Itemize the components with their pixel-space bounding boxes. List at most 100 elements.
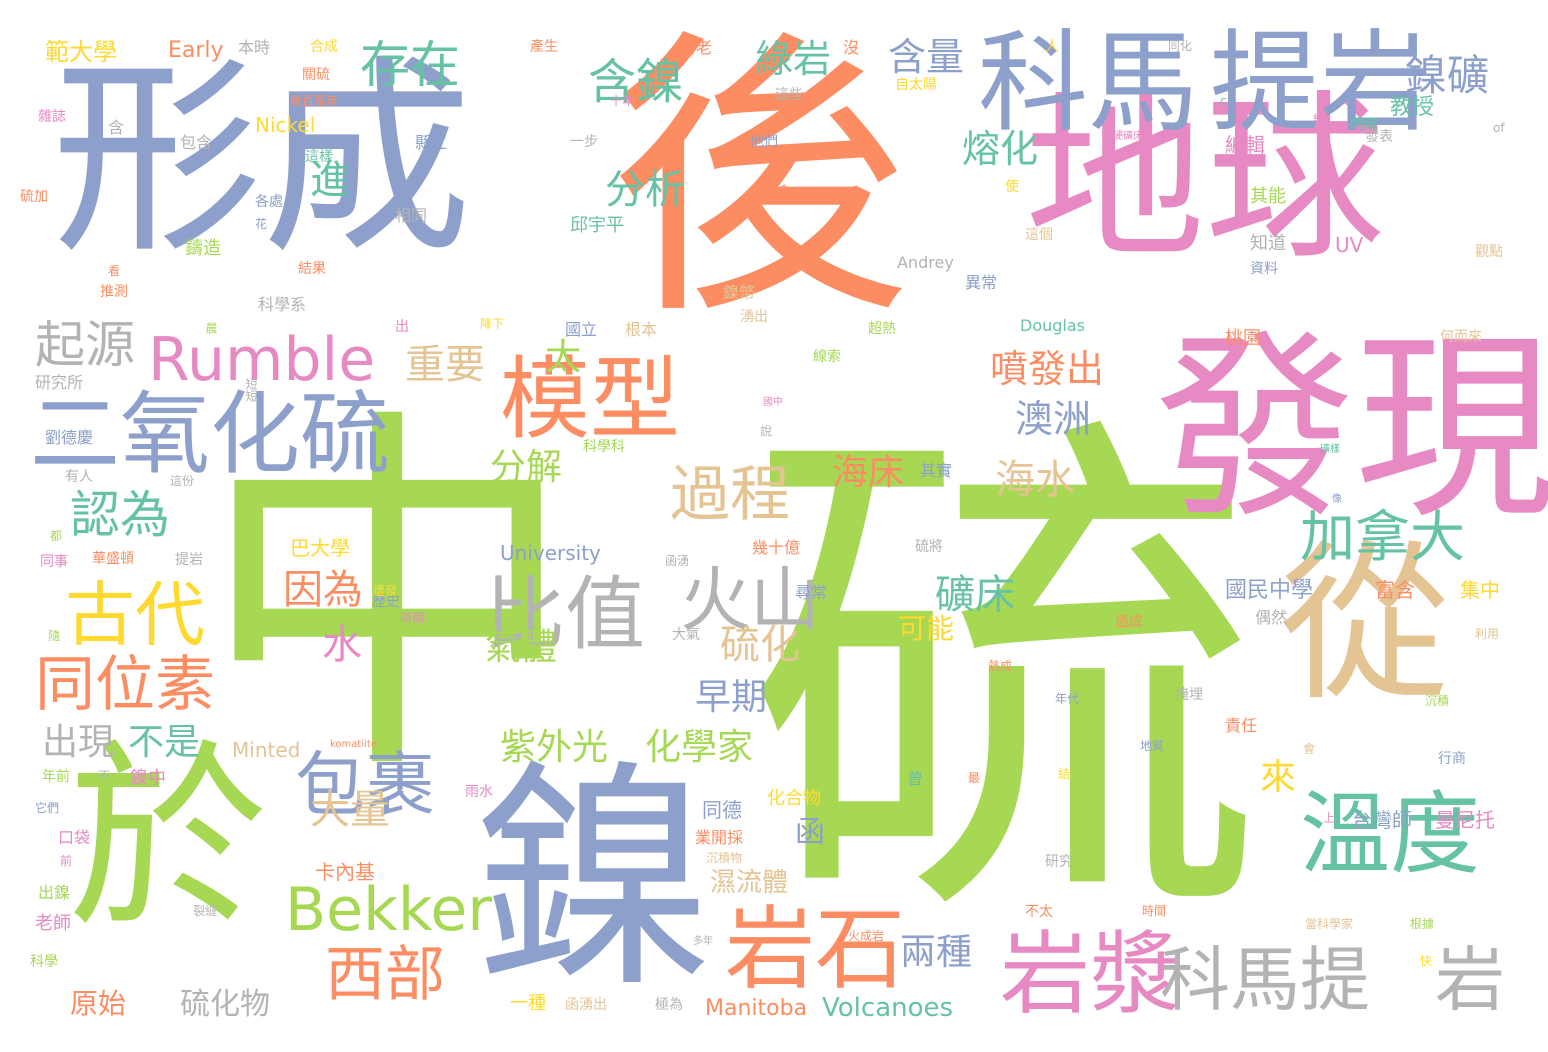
cloud-word: 偶然 <box>1255 608 1288 627</box>
cloud-word: 地質 <box>1140 739 1165 753</box>
cloud-word: 集中 <box>1460 578 1500 602</box>
cloud-word: 合成 <box>310 39 338 55</box>
cloud-word: 華盛頓 <box>92 551 134 567</box>
cloud-word: 紫外光 <box>500 727 609 768</box>
cloud-word: 會 <box>1303 742 1316 756</box>
cloud-word: 它們 <box>35 801 60 815</box>
cloud-word: 函湧 <box>665 554 690 568</box>
cloud-word: 火山 <box>680 559 820 641</box>
cloud-word: 幾十億 <box>752 538 801 557</box>
cloud-word: 硫將 <box>915 539 943 555</box>
cloud-word: 發現 <box>1155 313 1548 546</box>
cloud-word: 認為 <box>70 486 170 544</box>
cloud-word: 使 <box>1005 179 1019 195</box>
cloud-word: 大氣 <box>672 627 700 643</box>
cloud-word: 加拿大 <box>1300 505 1466 569</box>
cloud-word: 利用 <box>1475 627 1500 641</box>
cloud-word: 提岩 <box>1210 19 1430 147</box>
cloud-word: 各處 <box>255 194 283 210</box>
cloud-word: 尋常 <box>795 583 828 602</box>
cloud-word: 包裹 <box>295 744 435 826</box>
cloud-word: 不 <box>98 769 111 783</box>
cloud-word: 熱成 <box>988 659 1013 673</box>
cloud-word: 溫度 <box>1300 782 1480 887</box>
cloud-word: 行商 <box>1438 751 1466 767</box>
cloud-word: 巴大學 <box>290 536 350 560</box>
cloud-word: 何而來 <box>1440 329 1482 345</box>
cloud-word: 於 <box>68 723 269 956</box>
cloud-word: 包含 <box>180 133 213 152</box>
cloud-word: 前 <box>60 854 73 868</box>
cloud-word: 線索 <box>813 349 841 365</box>
cloud-word: 早期 <box>695 677 768 718</box>
cloud-word: 鎳中 <box>130 768 166 789</box>
cloud-word: 函 <box>795 815 825 850</box>
cloud-word: 來 <box>1260 757 1297 798</box>
cloud-word: Minted <box>232 738 301 762</box>
cloud-word: 口袋 <box>58 828 91 847</box>
cloud-word: 短短 <box>244 378 258 402</box>
cloud-word: 造成 <box>1115 614 1143 630</box>
cloud-word: 科學 <box>30 954 58 970</box>
cloud-word: 閃電 <box>1350 117 1378 133</box>
cloud-word: Rumble <box>148 325 376 395</box>
cloud-word: 鑄造 <box>185 238 221 259</box>
cloud-word: 過程 <box>670 460 790 530</box>
cloud-word: 含量 <box>888 35 965 79</box>
cloud-word: 雜誌 <box>38 109 66 125</box>
cloud-word: 科馬 <box>978 19 1198 147</box>
cloud-word: 台灣師 <box>1352 808 1412 832</box>
cloud-word: 掩埋 <box>1175 687 1203 703</box>
cloud-word: University <box>500 541 601 565</box>
cloud-word: 沒 <box>843 38 860 57</box>
cloud-word: 不會 <box>760 183 793 202</box>
cloud-word: 岩漿 <box>1000 922 1180 1027</box>
cloud-word: 教授 <box>1390 95 1435 120</box>
cloud-word: 桃園 <box>1225 328 1261 349</box>
cloud-word: 十年 <box>610 94 635 108</box>
cloud-word: 鎳礦 <box>1405 51 1490 100</box>
cloud-word: 時期 <box>400 611 425 625</box>
cloud-word: 異常 <box>965 273 998 292</box>
cloud-word: Andrey <box>897 253 954 272</box>
cloud-word: 裂縫 <box>193 904 218 918</box>
cloud-word: 地球 <box>1025 75 1386 284</box>
cloud-word: 根據 <box>1410 917 1435 931</box>
cloud-word: 岩 <box>1435 939 1505 1021</box>
cloud-word: Early <box>168 38 224 63</box>
cloud-word: 富含 <box>1375 578 1415 602</box>
cloud-word: 本時 <box>238 38 271 57</box>
cloud-word: 卡內基 <box>315 860 375 884</box>
cloud-word: 含 <box>108 118 125 137</box>
cloud-word: 進 <box>310 157 350 203</box>
cloud-word: 知道 <box>1250 233 1286 254</box>
cloud-word: 出 <box>395 319 409 335</box>
cloud-word: 超熱 <box>868 321 896 337</box>
cloud-word: 存在 <box>360 36 460 94</box>
cloud-word: 約 <box>1313 114 1323 125</box>
cloud-word: 一種 <box>510 993 546 1014</box>
cloud-word: 噴發出 <box>990 347 1105 391</box>
cloud-word: 極為 <box>655 997 683 1013</box>
cloud-word: 熔化 <box>962 127 1039 171</box>
cloud-word: 科馬提 <box>1160 939 1370 1021</box>
cloud-word: 晨 <box>204 322 218 334</box>
cloud-word: 硫化物 <box>180 987 270 1022</box>
cloud-word: 這些 <box>775 87 803 103</box>
cloud-word: 同位素 <box>35 650 215 720</box>
cloud-word: 分解 <box>490 447 563 488</box>
cloud-word: 同事 <box>40 554 68 570</box>
cloud-word: 看 <box>108 264 121 278</box>
cloud-word: 都 <box>50 529 63 543</box>
cloud-word: 可能 <box>898 612 955 645</box>
cloud-word: 老師 <box>35 913 71 934</box>
cloud-word: Nickel <box>255 113 316 137</box>
cloud-word: 業開採 <box>695 828 744 847</box>
cloud-word: 結果 <box>298 261 326 277</box>
cloud-word: 推測 <box>100 284 128 300</box>
cloud-word: 其能 <box>1250 186 1286 207</box>
cloud-word: 鎳幣 <box>723 283 756 302</box>
cloud-word: 函湧出 <box>565 997 607 1013</box>
cloud-word: 發表 <box>1365 129 1393 145</box>
cloud-word: 人 <box>1045 39 1059 55</box>
